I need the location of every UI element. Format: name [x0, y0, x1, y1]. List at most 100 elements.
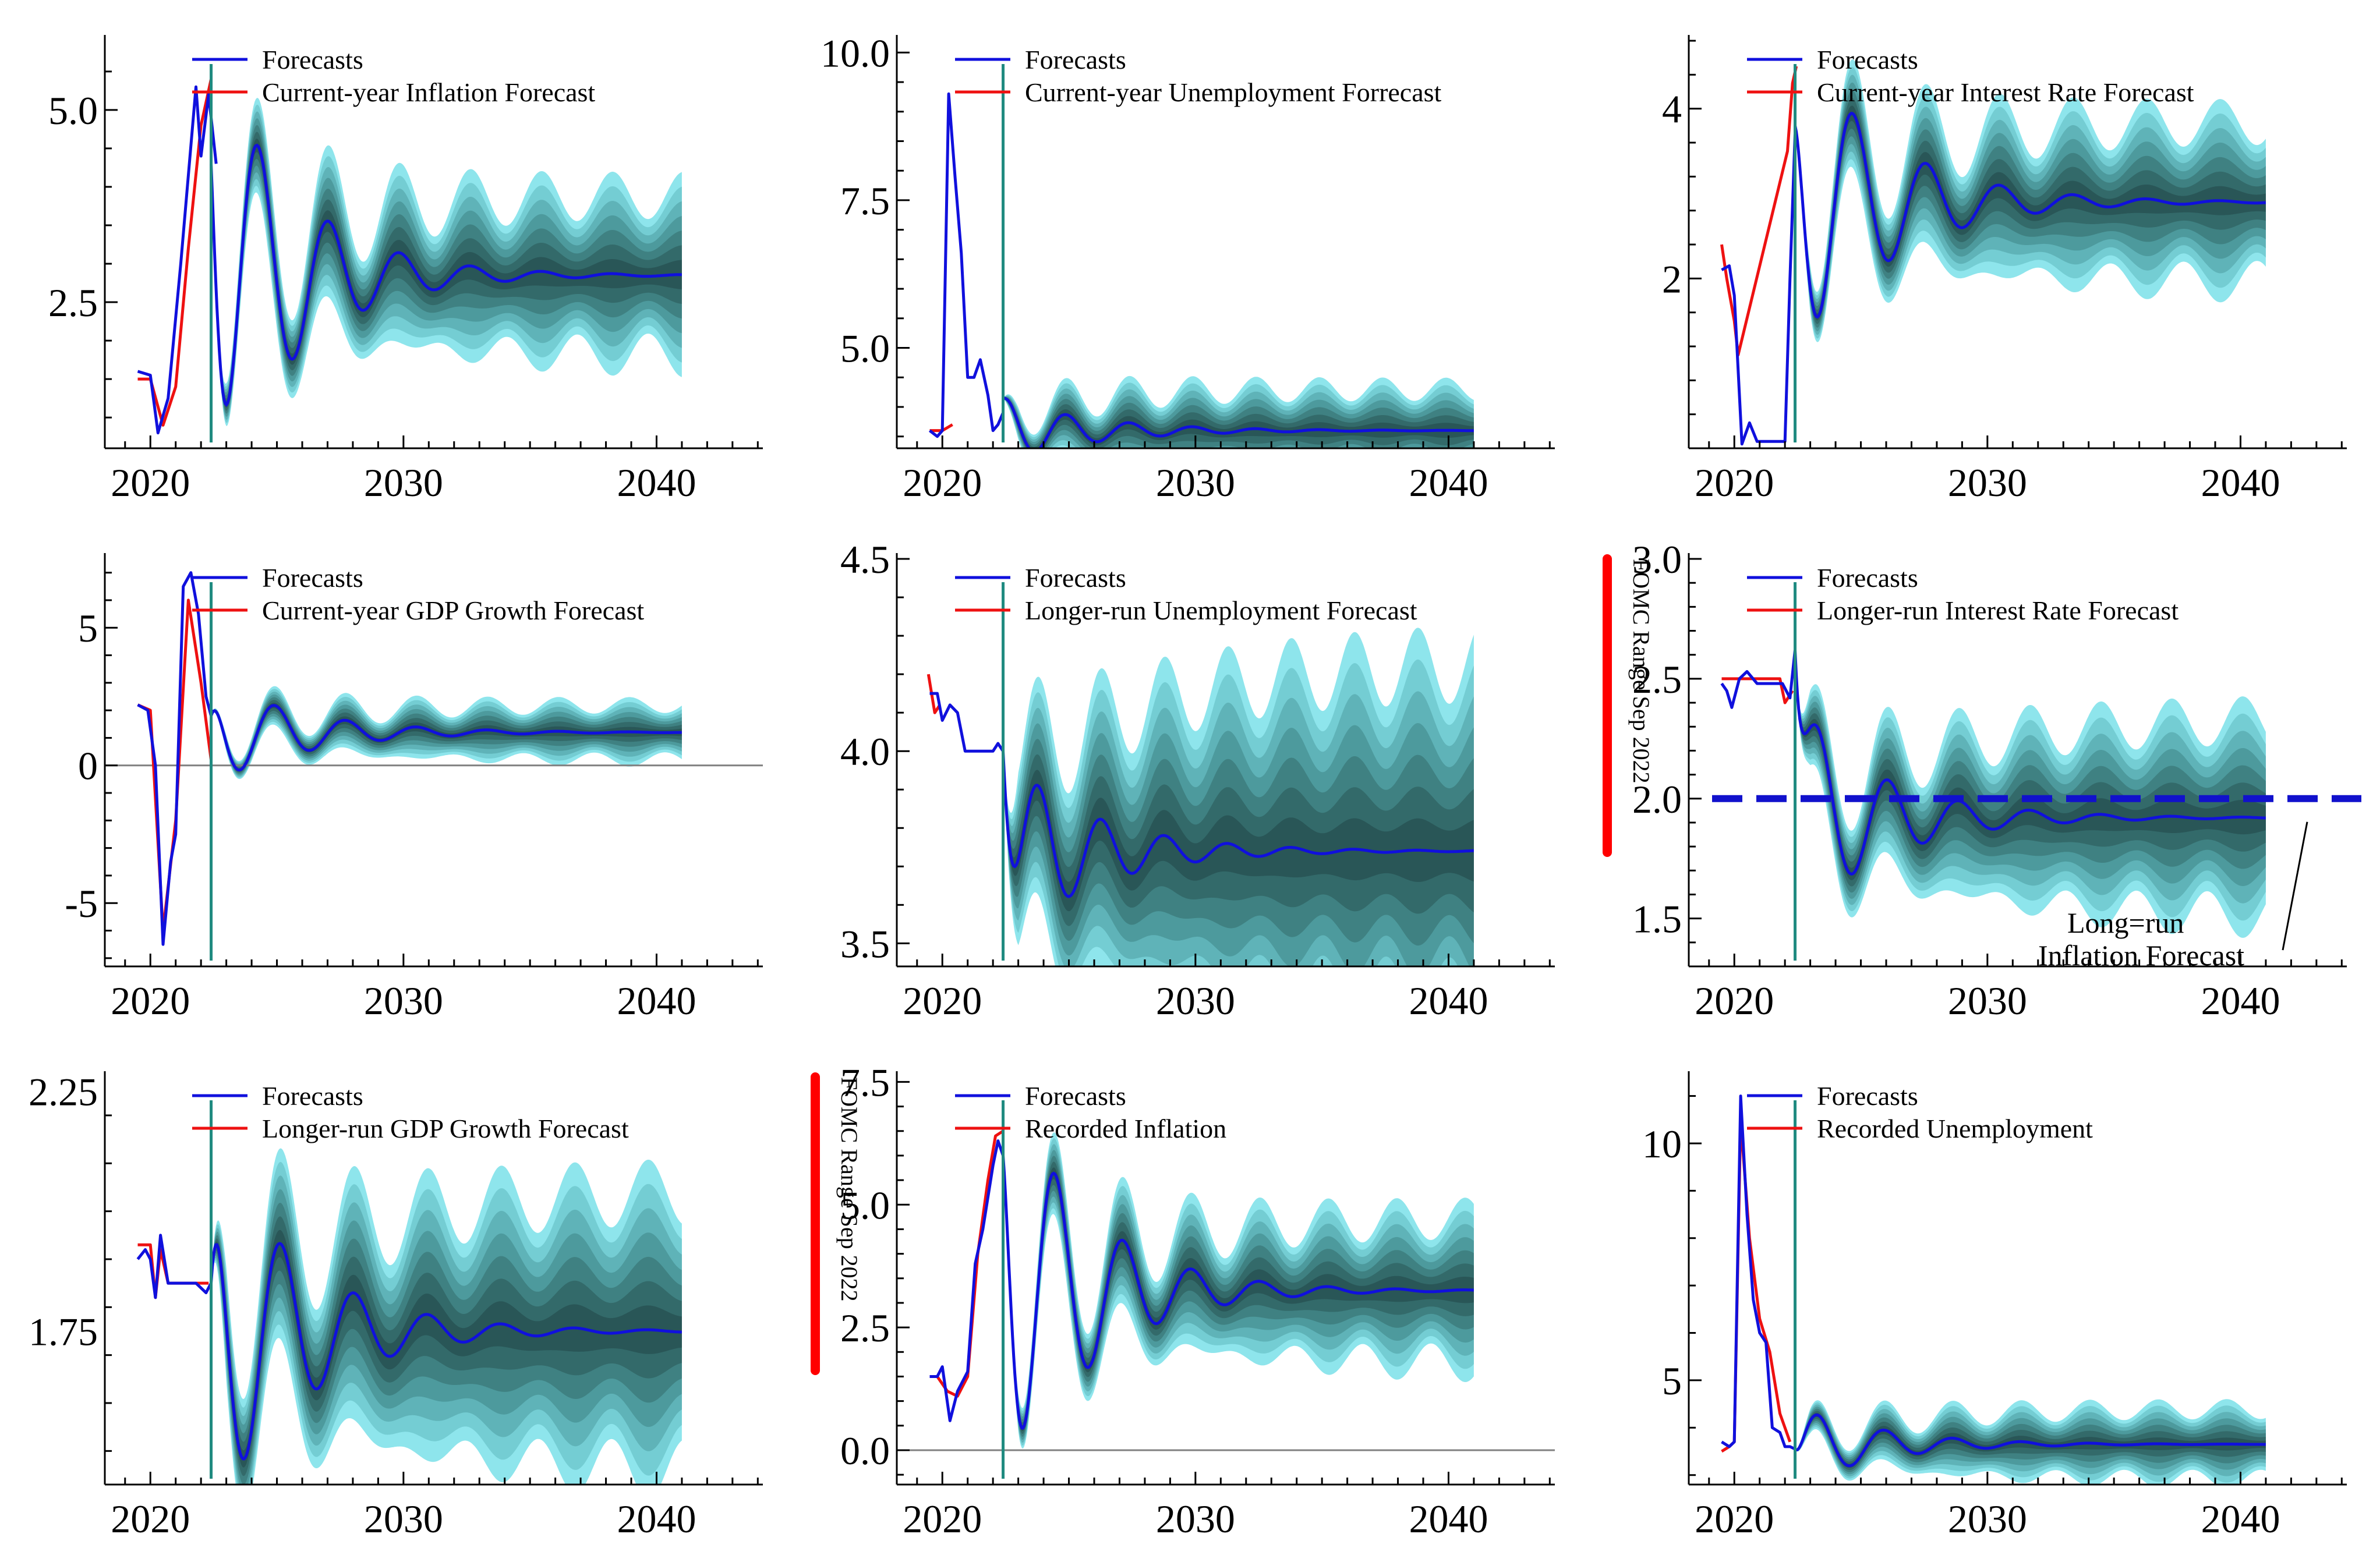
y-tick-label: 0.0	[840, 1429, 890, 1473]
legend-forecasts-label: Forecasts	[1025, 1081, 1126, 1111]
legend-recorded-label: Recorded Unemployment	[1817, 1114, 2093, 1143]
panel-data	[1720, 650, 2266, 938]
series-recorded-line	[929, 1129, 1004, 1398]
series-forecast-mean-line	[1003, 396, 1474, 448]
y-tick-label: 3.0	[1632, 537, 1682, 582]
series-forecasts-history-line	[1720, 650, 1797, 709]
legend-forecasts-label: Forecasts	[1817, 563, 1918, 593]
y-tick-label: 10.0	[821, 31, 890, 75]
x-tick-label: 2040	[1409, 979, 1488, 1023]
y-tick-label: 2.5	[840, 1306, 890, 1350]
panel-unemployment-longrun: 2020 2030 2040 3.5 4.0 4.5 Forecasts Longer-run…	[840, 537, 1654, 1023]
y-tick-label: 2.25	[29, 1070, 98, 1114]
panel-unemployment-current: 2020 2030 2040 5.0 7.5 10.0 ForecastsCurrent-y…	[821, 31, 1555, 505]
x-tick-label: 2040	[2201, 460, 2280, 505]
y-tick-label: 0	[78, 744, 98, 788]
panel-data	[928, 92, 1474, 448]
panel-unemployment-recorded: 2020 2030 2040 5 10 Forecasts Recorded Unemplo…	[1642, 1071, 2347, 1541]
y-tick-label: 5.0	[840, 327, 890, 371]
legend-forecasts-label: Forecasts	[262, 563, 363, 593]
y-tick-label: 5.0	[840, 1183, 890, 1227]
series-recorded-line	[1721, 1118, 1792, 1453]
panel-inflation-current: 2020 2030 2040 2.5 5.0 ForecastsCurrent-year …	[48, 35, 763, 505]
panel-data	[1720, 59, 2266, 446]
x-tick-label: 2020	[111, 460, 190, 505]
x-tick-label: 2040	[617, 979, 696, 1023]
x-tick-label: 2020	[1695, 460, 1774, 505]
fan-band-7	[1003, 1155, 1474, 1431]
x-tick-label: 2030	[1948, 1497, 2027, 1541]
y-tick-label: -5	[65, 881, 98, 926]
x-tick-label: 2040	[1409, 460, 1488, 505]
fan-band-7	[211, 139, 682, 408]
x-tick-label: 2040	[2201, 979, 2280, 1023]
legend-forecasts-label: Forecasts	[1025, 45, 1126, 75]
y-tick-label: 4.5	[840, 537, 890, 582]
fan-band-7	[1795, 1412, 2266, 1468]
x-tick-label: 2020	[1695, 979, 1774, 1023]
legend-recorded-label: Longer-run Interest Rate Forecast	[1817, 596, 2179, 625]
y-tick-label: 1.5	[1632, 897, 1682, 941]
series-forecast-mean-line	[1794, 111, 2266, 319]
x-tick-label: 2030	[1948, 460, 2027, 505]
y-tick-label: 4	[1662, 87, 1682, 132]
legend-recorded-label: Longer-run GDP Growth Forecast	[262, 1114, 629, 1143]
series-forecast-mean-line	[210, 1242, 682, 1461]
y-tick-label: 2	[1662, 257, 1682, 301]
legend-recorded-label: Current-year Interest Rate Forecast	[1817, 77, 2194, 107]
y-tick-label: 5	[1662, 1359, 1682, 1403]
x-tick-label: 2020	[903, 460, 982, 505]
x-tick-label: 2030	[1948, 979, 2027, 1023]
series-forecast-mean-line	[1002, 751, 1474, 898]
y-tick-label: 2.0	[1632, 777, 1682, 821]
panel-gdp-current: 2020 2030 2040 -5 0 5 Forecasts Current-year GD…	[65, 553, 763, 1023]
y-tick-label: 10	[1642, 1122, 1682, 1166]
legend-forecasts-label: Forecasts	[262, 1081, 363, 1111]
x-tick-label: 2020	[903, 979, 982, 1023]
x-tick-label: 2040	[617, 1497, 696, 1541]
x-tick-label: 2030	[1156, 460, 1235, 505]
y-tick-label: 4.0	[840, 729, 890, 774]
fan-band-7	[1003, 751, 1474, 912]
panel-data	[897, 1129, 1555, 1451]
y-tick-label: 3.5	[840, 922, 890, 966]
panel-data	[926, 628, 1474, 966]
legend-recorded-label: Current-year GDP Growth Forecast	[262, 596, 644, 625]
x-tick-label: 2020	[111, 979, 190, 1023]
series-forecast-mean-line	[1002, 1155, 1474, 1430]
series-forecasts-history-line	[1721, 134, 1797, 446]
x-tick-label: 2020	[111, 1497, 190, 1541]
panel-inflation-recorded: 2020 2030 2040 0.0 2.5 5.0 7.5 Forecasts Recorde…	[840, 1060, 1555, 1541]
series-forecasts-history-line	[1721, 1094, 1796, 1451]
reference-annotation-pointer	[2282, 821, 2308, 951]
y-tick-label: 5.0	[48, 88, 98, 133]
legend-recorded-label: Longer-run Unemployment Forecast	[1025, 596, 1417, 625]
y-tick-label: 2.5	[1632, 657, 1682, 702]
fan-band-6	[211, 132, 682, 411]
x-tick-label: 2030	[364, 979, 443, 1023]
series-forecasts-history-line	[928, 92, 1005, 438]
legend-recorded-label: Current-year Inflation Forecast	[262, 77, 595, 107]
x-tick-label: 2040	[1409, 1497, 1488, 1541]
series-forecast-mean-line	[1794, 1413, 2266, 1468]
series-forecasts-history-line	[929, 1139, 1005, 1422]
reference-annotation-line-1: Long=run	[2067, 906, 2184, 939]
y-tick-label: 7.5	[840, 179, 890, 223]
panel-data	[137, 79, 682, 435]
series-forecasts-history-line	[137, 571, 213, 946]
legend-forecasts-label: Forecasts	[262, 45, 363, 75]
x-tick-label: 2020	[1695, 1497, 1774, 1541]
legend-recorded-label: Recorded Inflation	[1025, 1114, 1226, 1143]
x-tick-label: 2030	[1156, 979, 1235, 1023]
y-tick-label: 7.5	[840, 1060, 890, 1104]
fomc-range-label: FOMC Range Sep 2022	[836, 1077, 862, 1302]
panel-gdp-longrun: 2020 2030 2040 1.75 2.25 Forecasts Longer-run …	[29, 1070, 862, 1541]
series-forecast-mean-line	[210, 704, 682, 772]
y-tick-label: 2.5	[48, 281, 98, 325]
x-tick-label: 2030	[364, 1497, 443, 1541]
legend-recorded-label: Current-year Unemployment Forrecast	[1025, 77, 1442, 107]
panel-data	[1721, 1094, 2266, 1485]
